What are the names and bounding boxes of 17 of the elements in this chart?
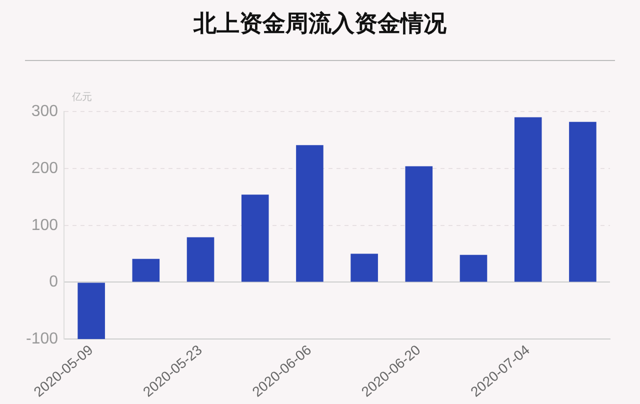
- y-tick-label: 200: [31, 160, 58, 177]
- bar: [78, 282, 105, 340]
- bar: [405, 166, 433, 282]
- bar: [350, 254, 378, 282]
- y-tick-label: 300: [31, 103, 58, 120]
- bar: [296, 145, 324, 282]
- bar: [514, 117, 542, 282]
- y-tick-label: 100: [31, 216, 58, 234]
- y-tick-label: 0: [49, 274, 58, 291]
- y-axis-title: 亿元: [72, 91, 92, 104]
- chart-title: 北上资金周流入资金情况: [192, 10, 448, 39]
- bar: [241, 194, 269, 282]
- y-tick-label: -100: [26, 330, 58, 348]
- bar: [569, 122, 596, 282]
- bar: [132, 258, 160, 282]
- bar: [460, 254, 488, 282]
- bar: [186, 237, 214, 282]
